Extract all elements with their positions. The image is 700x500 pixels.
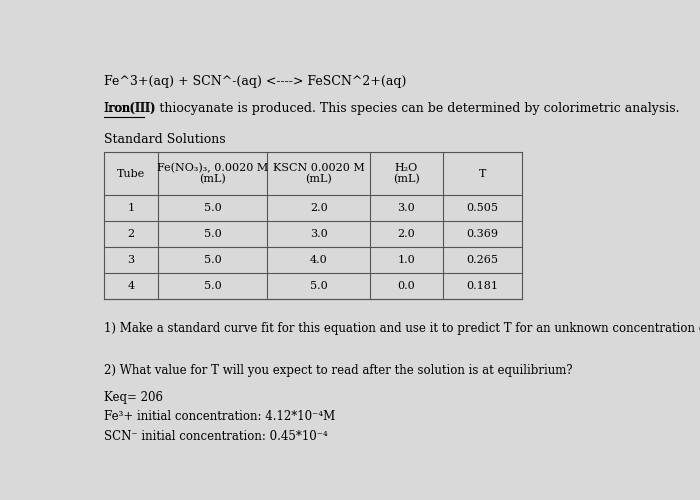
- Text: 2.0: 2.0: [310, 202, 328, 212]
- Text: 0.181: 0.181: [466, 280, 498, 290]
- Text: Keq= 206: Keq= 206: [104, 391, 163, 404]
- Text: 5.0: 5.0: [204, 254, 222, 264]
- Text: 5.0: 5.0: [204, 228, 222, 238]
- Text: 5.0: 5.0: [310, 280, 328, 290]
- Text: T: T: [479, 168, 486, 178]
- Text: 5.0: 5.0: [204, 280, 222, 290]
- Text: 3.0: 3.0: [310, 228, 328, 238]
- Text: 4: 4: [127, 280, 134, 290]
- Text: 1.0: 1.0: [398, 254, 415, 264]
- Text: Tube: Tube: [117, 168, 145, 178]
- Text: 0.369: 0.369: [466, 228, 498, 238]
- Text: 3.0: 3.0: [398, 202, 415, 212]
- Text: Fe(NO₃)₃, 0.0020 M
(mL): Fe(NO₃)₃, 0.0020 M (mL): [157, 162, 268, 184]
- Text: KSCN 0.0020 M
(mL): KSCN 0.0020 M (mL): [273, 162, 365, 184]
- Text: 2) What value for T will you expect to read after the solution is at equilibrium: 2) What value for T will you expect to r…: [104, 364, 573, 377]
- Text: 2.0: 2.0: [398, 228, 415, 238]
- Text: 3: 3: [127, 254, 134, 264]
- Text: Iron(III): Iron(III): [104, 102, 155, 116]
- Text: 1) Make a standard curve fit for this equation and use it to predict T for an un: 1) Make a standard curve fit for this eq…: [104, 322, 700, 335]
- Text: 0.505: 0.505: [466, 202, 498, 212]
- Text: Iron(III) thiocyanate is produced. This species can be determined by colorimetri: Iron(III) thiocyanate is produced. This …: [104, 102, 679, 116]
- Text: 5.0: 5.0: [204, 202, 222, 212]
- Text: H₂O
(mL): H₂O (mL): [393, 162, 420, 184]
- Text: Fe³+ initial concentration: 4.12*10⁻⁴M: Fe³+ initial concentration: 4.12*10⁻⁴M: [104, 410, 335, 424]
- Text: 4.0: 4.0: [310, 254, 328, 264]
- Text: 2: 2: [127, 228, 134, 238]
- Text: 1: 1: [127, 202, 134, 212]
- Text: 0.0: 0.0: [398, 280, 415, 290]
- Text: SCN⁻ initial concentration: 0.45*10⁻⁴: SCN⁻ initial concentration: 0.45*10⁻⁴: [104, 430, 328, 442]
- Text: Standard Solutions: Standard Solutions: [104, 133, 225, 146]
- Text: Fe^3+(aq) + SCN^-(aq) <----> FeSCN^2+(aq): Fe^3+(aq) + SCN^-(aq) <----> FeSCN^2+(aq…: [104, 76, 406, 88]
- Text: 0.265: 0.265: [466, 254, 498, 264]
